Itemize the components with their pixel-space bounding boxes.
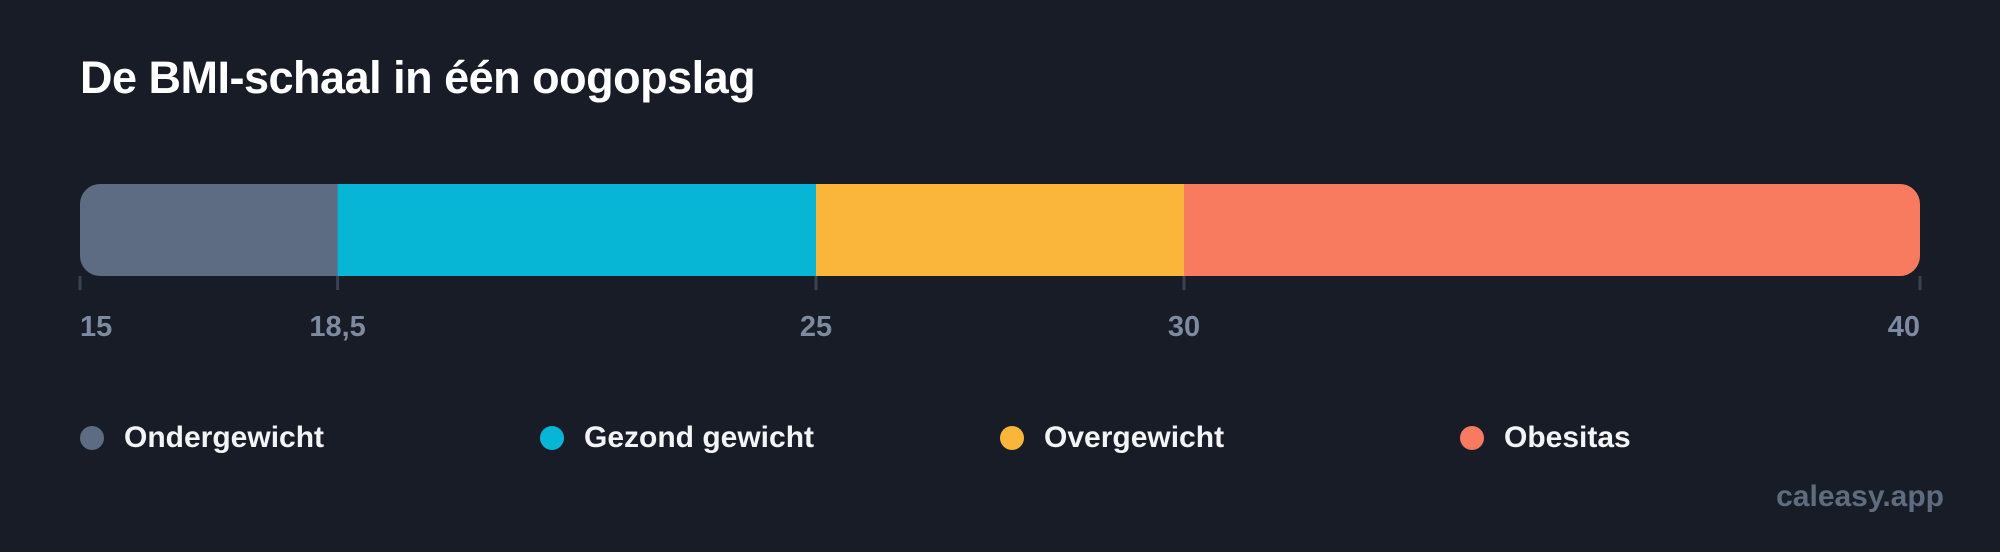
- scale-bar: [80, 184, 1920, 276]
- legend-item: Gezond gewicht: [540, 418, 814, 458]
- axis-ticks: [78, 276, 1922, 290]
- legend-swatch: [1460, 426, 1484, 450]
- legend-swatch: [540, 426, 564, 450]
- scale-segment-gezond-gewicht: [337, 184, 817, 276]
- axis-tick-label: 18,5: [309, 311, 365, 343]
- axis-tick-label: 40: [1888, 311, 1920, 343]
- scale-segment-overgewicht: [816, 184, 1185, 276]
- axis-tick-label: 15: [80, 311, 112, 343]
- legend-item: Overgewicht: [1000, 418, 1224, 458]
- legend-label: Gezond gewicht: [584, 421, 815, 454]
- legend-label: Overgewicht: [1044, 421, 1225, 454]
- chart-title: De BMI-schaal in één oogopslag: [80, 52, 756, 103]
- legend-swatch: [80, 426, 104, 450]
- legend-item: Obesitas: [1460, 418, 1631, 458]
- legend-label: Obesitas: [1504, 421, 1631, 454]
- watermark: caleasy.app: [1776, 480, 1944, 513]
- scale-segment-obesitas: [1184, 184, 1920, 276]
- axis-tick-label: 30: [1168, 311, 1200, 343]
- legend-item: Ondergewicht: [80, 418, 324, 458]
- scale-segment-ondergewicht: [80, 184, 339, 276]
- legend-swatch: [1000, 426, 1024, 450]
- axis-tick-labels: 15 18,5 25 30 40: [80, 311, 1920, 343]
- legend-label: Ondergewicht: [124, 421, 325, 454]
- axis-tick-label: 25: [800, 311, 832, 343]
- legend: Ondergewicht Gezond gewicht Overgewicht Obe…: [80, 418, 1920, 458]
